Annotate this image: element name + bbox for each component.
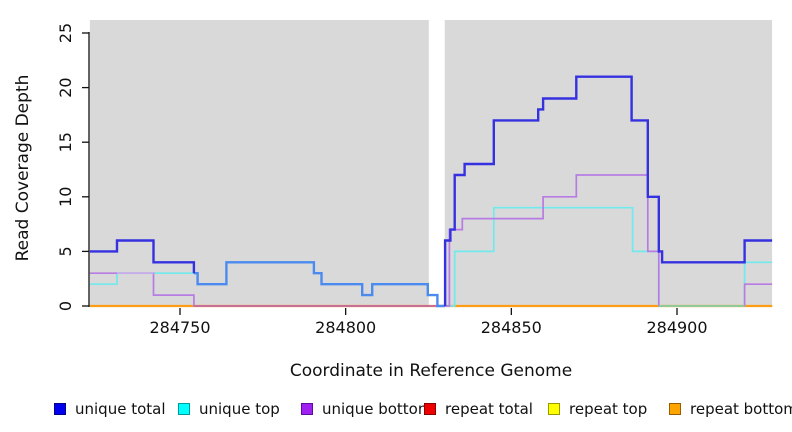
x-tick-label: 284900	[646, 318, 707, 337]
legend-label: repeat top	[569, 400, 648, 418]
series-line-unique-total-right-	[443, 75, 773, 306]
y-tick-label: 15	[56, 132, 75, 152]
legend-item-repeat-top: repeat top	[548, 399, 647, 419]
legend-item-repeat-bottom: repeat bottom	[669, 399, 792, 419]
legend-swatch-icon	[301, 403, 313, 415]
legend-swatch-icon	[178, 403, 190, 415]
legend-label: unique bottom	[322, 400, 433, 418]
legend-label: repeat total	[445, 400, 533, 418]
legend-item-unique-total: unique total	[54, 399, 166, 419]
legend-item-unique-top: unique top	[178, 399, 280, 419]
legend-swatch-icon	[54, 403, 66, 415]
x-axis-title: Coordinate in Reference Genome	[290, 361, 572, 381]
chart-legend: unique total unique top unique bottom repea…	[0, 399, 792, 423]
legend-item-unique-bottom: unique bottom	[301, 399, 432, 419]
x-tick-label: 284750	[149, 318, 210, 337]
legend-label: unique total	[75, 400, 166, 418]
series-line-unique-total-overlapping-unique-top-	[193, 261, 446, 308]
x-tick-label: 284850	[481, 318, 542, 337]
legend-label: repeat bottom	[690, 400, 792, 418]
x-tick-label: 284800	[315, 318, 376, 337]
y-tick-label: 25	[56, 23, 75, 43]
missing-data-gap	[428, 20, 445, 307]
legend-label: unique top	[199, 400, 280, 418]
legend-swatch-icon	[548, 403, 560, 415]
legend-swatch-icon	[424, 403, 436, 415]
y-tick-label: 5	[56, 246, 75, 256]
x-axis-ticks: 284750 284800 284850 284900	[149, 308, 708, 337]
y-tick-label: 20	[56, 77, 75, 97]
y-tick-label: 10	[56, 187, 75, 207]
series-lines	[89, 75, 773, 308]
series-line-unique-total-left-	[89, 239, 196, 274]
y-tick-label: 0	[56, 301, 75, 311]
y-axis-ticks: 0 5 10 15 20 25	[56, 23, 89, 311]
series-line-unique-bottom	[89, 174, 773, 307]
legend-swatch-icon	[669, 403, 681, 415]
legend-item-repeat-total: repeat total	[424, 399, 533, 419]
y-axis-title: Read Coverage Depth	[13, 75, 33, 262]
